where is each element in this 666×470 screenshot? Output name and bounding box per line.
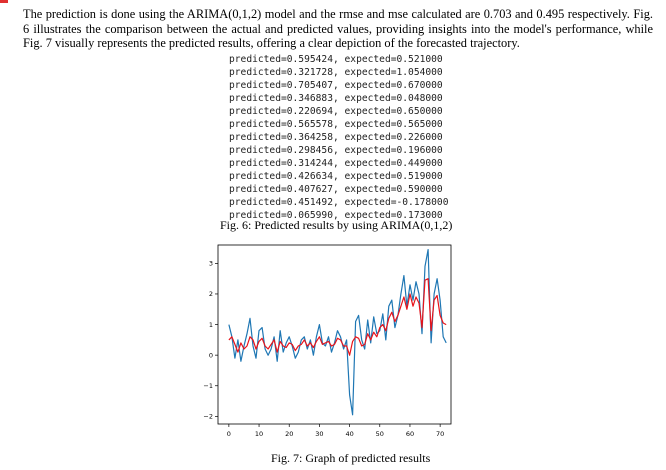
output-line: predicted=0.065990, expected=0.173000 (229, 210, 443, 221)
y-tick-label: 1 (209, 321, 213, 329)
output-line: predicted=0.321728, expected=1.054000 (229, 67, 443, 78)
y-tick-label: −2 (203, 413, 213, 421)
x-tick-label: 40 (345, 430, 353, 438)
x-tick-label: 0 (227, 430, 231, 438)
x-tick-label: 70 (436, 430, 444, 438)
corner-mark (0, 0, 8, 3)
body-paragraph: The prediction is done using the ARIMA(0… (23, 7, 653, 51)
paragraph-line-3: visually represents the predicted result… (55, 36, 520, 51)
expected-series-line (228, 249, 447, 416)
plot-frame (217, 244, 452, 425)
figure-7-caption: Fig. 7: Graph of predicted results (271, 451, 431, 465)
output-line: predicted=0.595424, expected=0.521000 (229, 54, 443, 65)
output-line: predicted=0.426634, expected=0.519000 (229, 171, 443, 182)
x-tick-label: 60 (406, 430, 414, 438)
output-line: predicted=0.314244, expected=0.449000 (229, 158, 443, 169)
output-line: predicted=0.705407, expected=0.670000 (229, 80, 443, 91)
paragraph-line-1: The prediction is done using the ARIMA(0… (23, 7, 653, 36)
output-line: predicted=0.407627, expected=0.590000 (229, 184, 443, 195)
y-tick-label: 0 (209, 351, 213, 359)
x-tick-label: 10 (255, 430, 263, 438)
predicted-series-line (228, 278, 447, 356)
x-tick-label: 30 (315, 430, 323, 438)
prediction-output: predicted=0.595424, expected=0.521000 pr… (229, 53, 449, 222)
y-tick-label: 3 (209, 260, 213, 268)
output-line: predicted=0.565578, expected=0.565000 (229, 119, 443, 130)
prediction-chart: 0 10 20 30 40 50 60 70 −2 −1 0 1 2 3 (203, 244, 452, 438)
output-line: predicted=0.220694, expected=0.650000 (229, 106, 443, 117)
figure-6-caption: Fig. 6: Predicted results by using ARIMA… (220, 218, 453, 232)
output-line: predicted=0.364258, expected=0.226000 (229, 132, 443, 143)
x-tick-label: 50 (376, 430, 384, 438)
output-line: predicted=0.451492, expected=-0.178000 (229, 197, 449, 208)
y-tick-label: −1 (203, 382, 213, 390)
output-line: predicted=0.346883, expected=0.048000 (229, 93, 443, 104)
paragraph-line-2: illustrates the comparison between the a… (23, 21, 653, 51)
x-tick-label: 20 (285, 430, 293, 438)
output-line: predicted=0.298456, expected=0.196000 (229, 145, 443, 156)
y-tick-label: 2 (209, 290, 213, 298)
